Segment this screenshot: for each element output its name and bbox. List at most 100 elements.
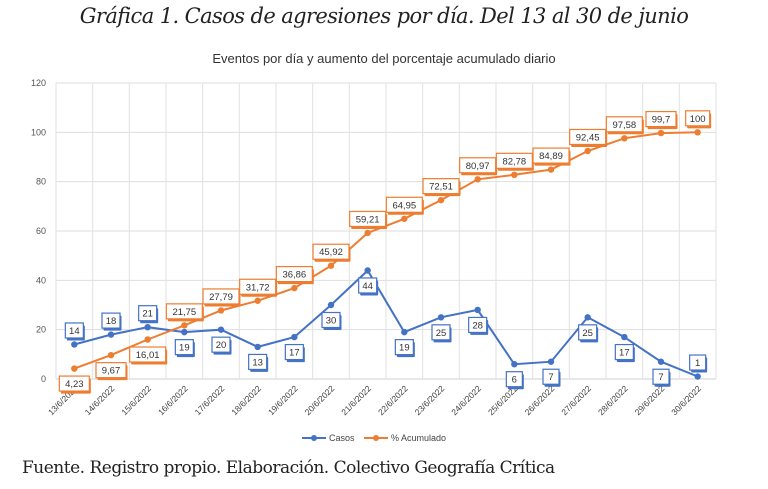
data-label-box [174,339,194,356]
data-label: 7 [652,368,671,387]
data-label-box [532,147,570,164]
data-label-text: 27,79 [209,292,233,303]
data-label-text: 64,95 [392,200,416,211]
data-label-text: 25 [582,328,593,339]
data-label-box [349,210,387,228]
data-point [327,301,335,309]
data-label: 17 [284,343,305,363]
data-label-box [689,354,707,371]
data-label-box [165,303,203,320]
y-tick-label: 120 [31,78,46,88]
figure-source: Fuente. Registro propio. Elaboración. Co… [22,458,555,478]
data-label-text: 20 [216,340,227,351]
data-label-text: 44 [362,281,373,292]
data-label: 84,89 [532,147,571,166]
data-label: 36,86 [275,265,314,285]
data-point [254,343,261,351]
data-label-text: 99,7 [652,115,671,126]
data-label-text: 80,97 [466,161,490,172]
x-tick-label: 26/6/2022 [523,383,557,417]
data-label-text: 72,51 [429,182,453,193]
y-tick-label: 0 [41,374,46,384]
data-label-text: 30 [326,316,337,327]
data-label-box [422,178,460,195]
data-label-box [394,339,414,356]
data-label-box [685,110,711,127]
data-label-text: 7 [548,372,553,383]
data-point [181,322,188,329]
data-label-text: 9,67 [102,366,121,377]
data-label-box [275,265,313,283]
x-tick-label: 17/6/2022 [193,383,227,417]
data-label-text: 92,45 [576,132,600,143]
data-label-box [202,288,240,305]
data-label-text: 59,21 [356,214,380,225]
data-label-box [569,128,607,146]
x-tick-label: 19/6/2022 [266,383,300,417]
data-point [327,262,335,269]
y-axis-ticks: 0 20 40 60 80 100 120 [31,78,46,384]
data-label-box [652,368,670,385]
data-point [144,324,151,331]
data-label: 19 [394,339,415,358]
data-label-text: 21,75 [172,307,196,318]
data-label-text: 1 [695,358,700,369]
x-tick-label: 15/6/2022 [119,383,153,417]
data-point [547,166,555,173]
data-label-box [431,324,451,341]
data-point [584,314,591,321]
data-label: 64,95 [385,196,424,215]
legend-label: Casos [329,433,355,443]
data-point [181,328,188,336]
x-tick-label: 27/6/2022 [559,383,593,417]
x-tick-label: 16/6/2022 [156,383,190,417]
data-label: 25 [578,324,599,343]
x-axis-ticks: 13/6/2022 14/6/2022 15/6/2022 16/6/2022 17/6… [46,383,703,417]
data-point [107,351,115,359]
legend-marker [373,435,379,441]
data-label: 97,58 [605,116,644,135]
data-point [364,267,371,274]
data-label-text: 25 [436,328,447,339]
data-point [401,328,408,336]
data-label: 82,78 [495,152,534,171]
data-label: 28 [468,316,489,335]
data-label-box [321,311,341,329]
data-labels: 14 18 21 19 20 13 17 30 44 19 25 28 6 7 25 17 7 1 4,23 9,67… [58,110,712,394]
x-tick-label: 18/6/2022 [229,383,263,417]
data-point [364,229,371,237]
figure-title: Gráfica 1. Casos de agresiones por día. … [79,4,689,28]
data-label: 59,21 [349,210,388,229]
data-label: 21,75 [165,303,204,322]
data-label: 20 [211,336,232,355]
data-point [291,284,298,292]
data-label: 14 [64,322,85,341]
data-label: 1 [689,354,708,373]
data-label-text: 45,92 [319,247,343,258]
data-label-box [58,375,90,392]
data-label-box [211,336,231,353]
y-tick-label: 20 [36,325,46,335]
data-label: 13 [248,353,269,372]
data-label-box [578,324,598,341]
data-label-box [459,157,497,174]
data-label-box [312,243,350,260]
data-point [144,336,151,343]
data-label-text: 21 [142,309,153,320]
data-label-box [358,277,378,294]
x-tick-label: 24/6/2022 [449,383,483,417]
data-point [71,365,78,372]
data-label-text: 31,72 [246,282,270,293]
chart-title: Eventos por día y aumento del porcentaje… [212,51,556,66]
data-label-box [101,312,121,329]
series-line-casos [74,268,699,378]
data-label-box [95,362,127,379]
data-point [511,171,518,179]
data-label-text: 17 [289,348,300,359]
legend-marker [311,435,317,441]
data-label: 44 [358,277,379,296]
data-label: 21 [138,305,159,324]
y-tick-label: 100 [31,127,46,137]
gridlines [55,82,717,380]
data-label: 25 [431,324,452,343]
